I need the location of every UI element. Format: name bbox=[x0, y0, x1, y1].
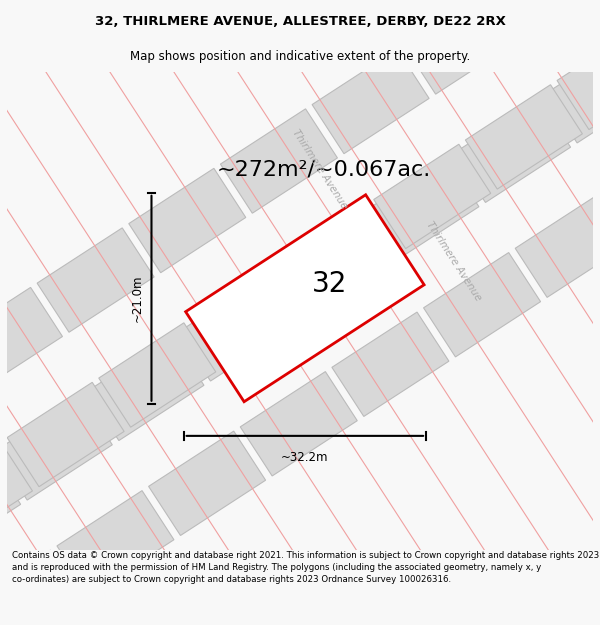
Polygon shape bbox=[557, 25, 600, 129]
Polygon shape bbox=[466, 85, 583, 189]
Text: ~272m²/~0.067ac.: ~272m²/~0.067ac. bbox=[217, 159, 431, 179]
Polygon shape bbox=[496, 0, 600, 34]
Polygon shape bbox=[220, 109, 337, 213]
Polygon shape bbox=[454, 98, 571, 202]
Polygon shape bbox=[0, 455, 20, 559]
Polygon shape bbox=[312, 49, 429, 154]
Polygon shape bbox=[0, 550, 82, 625]
Polygon shape bbox=[362, 158, 479, 262]
Polygon shape bbox=[129, 168, 246, 272]
Text: ~32.2m: ~32.2m bbox=[281, 451, 329, 464]
Text: Thirlmere Avenue: Thirlmere Avenue bbox=[290, 128, 349, 211]
Polygon shape bbox=[99, 322, 216, 427]
Polygon shape bbox=[57, 491, 174, 595]
Polygon shape bbox=[37, 228, 154, 332]
Polygon shape bbox=[190, 263, 307, 368]
Polygon shape bbox=[424, 253, 541, 357]
Text: 32: 32 bbox=[311, 269, 347, 298]
Polygon shape bbox=[374, 144, 491, 249]
Polygon shape bbox=[149, 431, 266, 536]
Polygon shape bbox=[404, 0, 521, 94]
Polygon shape bbox=[0, 288, 62, 392]
Text: Contains OS data © Crown copyright and database right 2021. This information is : Contains OS data © Crown copyright and d… bbox=[12, 551, 599, 584]
Polygon shape bbox=[87, 336, 204, 441]
Polygon shape bbox=[282, 204, 399, 308]
Polygon shape bbox=[7, 382, 124, 487]
Polygon shape bbox=[332, 312, 449, 416]
Polygon shape bbox=[179, 277, 296, 381]
Polygon shape bbox=[0, 396, 112, 500]
Text: Map shows position and indicative extent of the property.: Map shows position and indicative extent… bbox=[130, 49, 470, 62]
Polygon shape bbox=[185, 195, 424, 402]
Polygon shape bbox=[0, 442, 32, 546]
Polygon shape bbox=[545, 39, 600, 143]
Polygon shape bbox=[270, 217, 387, 321]
Text: Thirlmere Avenue: Thirlmere Avenue bbox=[424, 220, 484, 303]
Polygon shape bbox=[240, 372, 357, 476]
Text: 32, THIRLMERE AVENUE, ALLESTREE, DERBY, DE22 2RX: 32, THIRLMERE AVENUE, ALLESTREE, DERBY, … bbox=[95, 15, 505, 28]
Polygon shape bbox=[515, 193, 600, 298]
Text: ~21.0m: ~21.0m bbox=[131, 274, 143, 322]
